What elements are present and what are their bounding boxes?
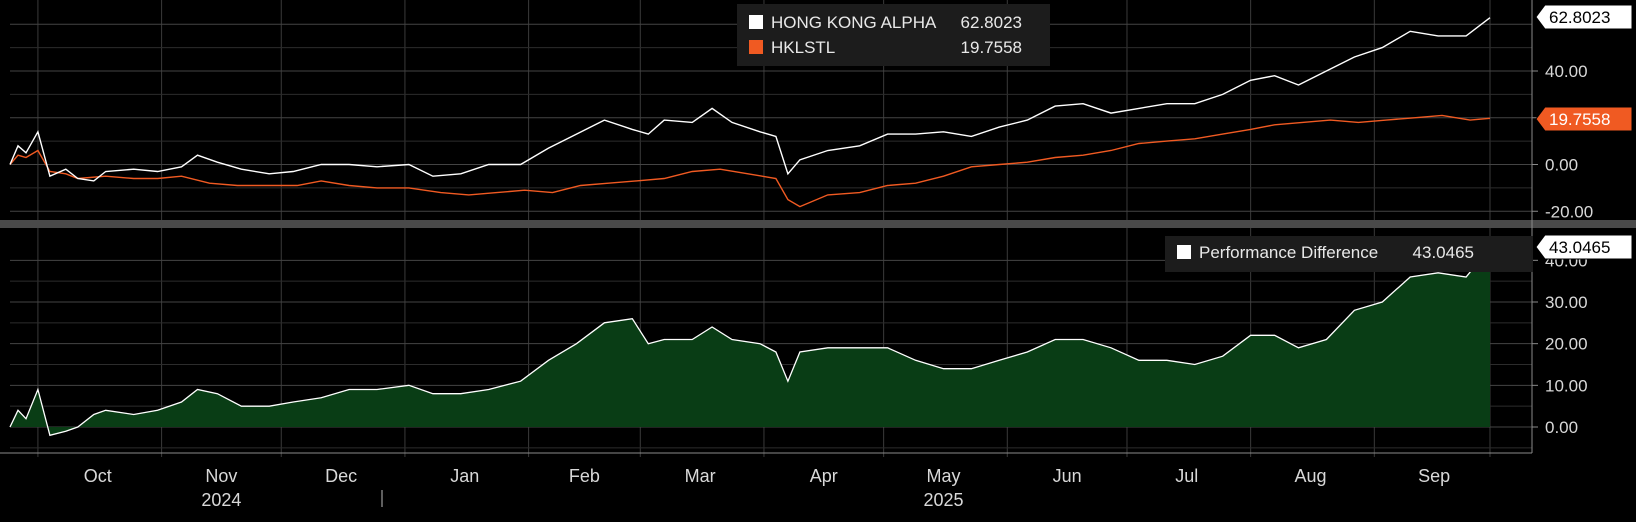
tag-layer: 62.8023 19.7558 43.0465 [1535,4,1633,260]
hong-kong-alpha-line [9,17,1491,182]
x-month-label: Apr [810,466,838,486]
x-month-label: Dec [325,466,357,486]
x-year-label: 2024 [201,490,241,510]
y-tick-label-bottom: 30.00 [1545,293,1588,312]
last-value-tag-text: 43.0465 [1549,238,1610,257]
x-month-label: Jul [1175,466,1198,486]
panel-divider[interactable] [0,220,1636,228]
legend-swatch [1177,245,1191,259]
legend-series-value: 62.8023 [961,13,1022,32]
last-value-tag [1535,4,1633,30]
x-month-label: Oct [84,466,112,486]
x-month-label: Jun [1053,466,1082,486]
top-legend-box [737,4,1050,66]
legend-swatch [749,40,763,54]
x-month-label: Mar [685,466,716,486]
x-month-label: Aug [1294,466,1326,486]
last-value-tag-text: 19.7558 [1549,110,1610,129]
last-value-tag [1535,106,1633,132]
x-month-label: Jan [450,466,479,486]
series-layer [9,17,1491,437]
y-tick-label-bottom: 0.00 [1545,418,1578,437]
performance-difference-area [10,247,1490,436]
y-tick-label-bottom: 20.00 [1545,335,1588,354]
hklstl-line [9,114,1491,208]
legend-series-name: HKLSTL [771,38,835,57]
legend-series-value: 19.7558 [961,38,1022,57]
performance-difference-line [9,247,1491,437]
last-value-tag [1535,234,1633,260]
y-tick-label-top: -20.00 [1545,202,1593,221]
y-tick-label-bottom: 10.00 [1545,376,1588,395]
legend-layer: HONG KONG ALPHA 62.8023 HKLSTL 19.7558 Perfo… [737,4,1533,272]
x-month-label: May [926,466,960,486]
legend-series-name: Performance Difference [1199,243,1378,262]
bottom-legend-box [1165,236,1533,272]
last-value-tag-text: 62.8023 [1549,8,1610,27]
x-month-label: Feb [569,466,600,486]
y-tick-label-top: 40.00 [1545,62,1588,81]
y-tick-label-top: 0.00 [1545,156,1578,175]
axis-layer: 40.0020.000.00-20.0040.0030.0020.0010.00… [84,62,1593,510]
x-year-label: 2025 [923,490,963,510]
x-month-label: Sep [1418,466,1450,486]
legend-series-value: 43.0465 [1413,243,1474,262]
legend-swatch [749,15,763,29]
x-month-label: Nov [205,466,237,486]
legend-series-name: HONG KONG ALPHA [771,13,937,32]
